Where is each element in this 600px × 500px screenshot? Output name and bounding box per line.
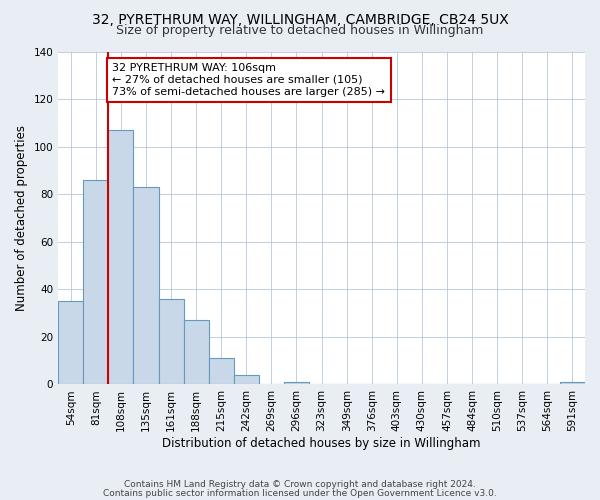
Bar bbox=[83, 180, 109, 384]
Bar bbox=[184, 320, 209, 384]
Bar bbox=[109, 130, 133, 384]
Text: 32 PYRETHRUM WAY: 106sqm
← 27% of detached houses are smaller (105)
73% of semi-: 32 PYRETHRUM WAY: 106sqm ← 27% of detach… bbox=[112, 64, 385, 96]
Bar bbox=[58, 301, 83, 384]
Bar bbox=[209, 358, 234, 384]
Text: Size of property relative to detached houses in Willingham: Size of property relative to detached ho… bbox=[116, 24, 484, 37]
Text: Contains HM Land Registry data © Crown copyright and database right 2024.: Contains HM Land Registry data © Crown c… bbox=[124, 480, 476, 489]
Bar bbox=[133, 187, 158, 384]
Bar bbox=[284, 382, 309, 384]
Bar bbox=[234, 375, 259, 384]
Text: 32, PYRETHRUM WAY, WILLINGHAM, CAMBRIDGE, CB24 5UX: 32, PYRETHRUM WAY, WILLINGHAM, CAMBRIDGE… bbox=[92, 12, 508, 26]
X-axis label: Distribution of detached houses by size in Willingham: Distribution of detached houses by size … bbox=[163, 437, 481, 450]
Bar bbox=[158, 299, 184, 384]
Y-axis label: Number of detached properties: Number of detached properties bbox=[15, 125, 28, 311]
Text: Contains public sector information licensed under the Open Government Licence v3: Contains public sector information licen… bbox=[103, 488, 497, 498]
Bar bbox=[560, 382, 585, 384]
